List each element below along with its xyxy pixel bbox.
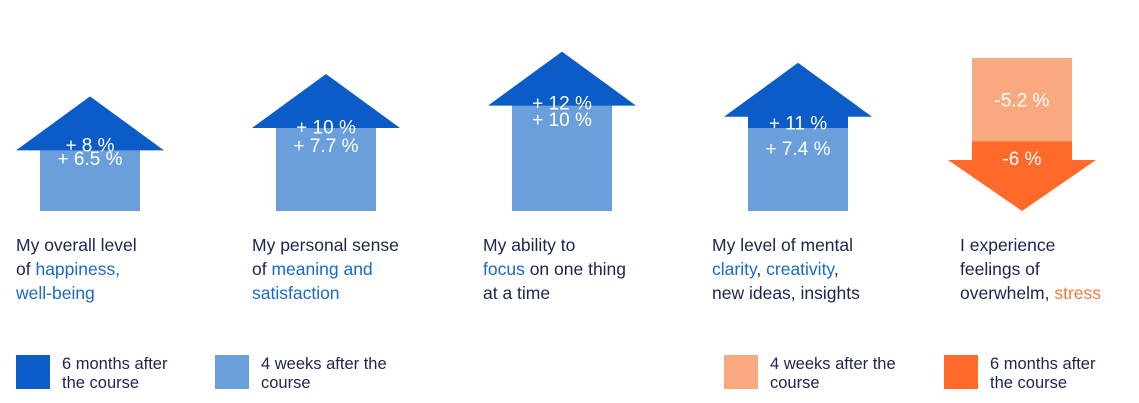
caption-highlight: satisfaction — [252, 283, 340, 303]
value-label-4-weeks: + 6.5 % — [58, 149, 123, 170]
arrow-head-down — [948, 160, 1096, 211]
caption-highlight: meaning and — [271, 259, 373, 279]
caption-line: My ability to — [483, 233, 626, 257]
legend-swatch — [944, 355, 978, 389]
caption-highlight: happiness, — [35, 259, 121, 279]
caption-line: at a time — [483, 281, 626, 305]
caption-highlight: creativity — [766, 259, 834, 279]
caption-line: of happiness, — [16, 257, 137, 281]
caption-line: new ideas, insights — [712, 281, 860, 305]
legend-label: 6 months after the course — [62, 355, 168, 392]
caption-line: of meaning and — [252, 257, 399, 281]
caption-highlight: focus — [483, 259, 525, 279]
legend-swatch — [215, 355, 249, 389]
caption-text: of — [16, 259, 36, 279]
category-caption: My personal sense of meaning and satisfact… — [252, 233, 399, 305]
arrow-head-up — [724, 62, 872, 117]
caption-text: feelings of — [960, 259, 1040, 279]
arrow-head-up — [488, 51, 636, 106]
legend-item-6-months-blue: 6 months after the course — [16, 355, 192, 393]
caption-line: I experience — [960, 233, 1101, 257]
caption-text: , — [756, 259, 767, 279]
bar-4-weeks — [972, 58, 1072, 142]
value-label-4-weeks: -5.2 % — [995, 91, 1050, 112]
bar-4-weeks — [748, 128, 848, 211]
caption-text: at a time — [483, 283, 551, 303]
legend-item-4-weeks-orange: 4 weeks after the course — [724, 355, 900, 393]
caption-text: I experience — [960, 235, 1056, 255]
caption-line: overwhelm, stress — [960, 281, 1101, 305]
legend-item-6-months-orange: 6 months after the course — [944, 355, 1120, 393]
caption-line: well-being — [16, 281, 137, 305]
caption-highlight: stress — [1054, 283, 1102, 303]
caption-line: feelings of — [960, 257, 1101, 281]
caption-text: My overall level — [16, 235, 137, 255]
value-label-4-weeks: + 7.7 % — [294, 136, 359, 157]
value-label-4-weeks: + 7.4 % — [766, 139, 831, 160]
value-label-6-months: + 12 % — [532, 93, 592, 114]
caption-text: My ability to — [483, 235, 576, 255]
legend-label: 6 months after the course — [990, 355, 1096, 392]
caption-text: , — [833, 259, 839, 279]
value-label-6-months: + 10 % — [296, 117, 356, 138]
bar-6-months — [972, 141, 1072, 161]
caption-text: of — [252, 259, 272, 279]
caption-highlight: clarity — [712, 259, 757, 279]
caption-line: focus on one thing — [483, 257, 626, 281]
value-label-4-weeks: + 10 % — [532, 110, 592, 131]
legend-label: 4 weeks after the course — [261, 355, 387, 392]
caption-text: new ideas, insights — [712, 283, 860, 303]
caption-line: My personal sense — [252, 233, 399, 257]
value-label-6-months: + 11 % — [769, 113, 827, 134]
category-caption: I experience feelings of overwhelm, stress — [960, 233, 1101, 305]
caption-text: overwhelm, — [960, 283, 1055, 303]
value-label-6-months: + 8 % — [65, 135, 114, 156]
arrow-head-up — [252, 74, 400, 128]
caption-line: My overall level — [16, 233, 137, 257]
legend-label: 4 weeks after the course — [770, 355, 896, 392]
caption-line: My level of mental — [712, 233, 860, 257]
legend-item-4-weeks-blue: 4 weeks after the course — [215, 355, 391, 393]
legend-swatch — [16, 355, 50, 389]
bar-6-months — [748, 115, 848, 129]
category-caption: My level of mental clarity, creativity, ne… — [712, 233, 860, 305]
value-label-6-months: -6 % — [1002, 149, 1041, 170]
bar-4-weeks — [512, 99, 612, 211]
legend-swatch — [724, 355, 758, 389]
caption-text: My level of mental — [712, 235, 854, 255]
bar-4-weeks — [276, 124, 376, 211]
arrow-head-up — [16, 96, 164, 151]
caption-highlight: well-being — [16, 283, 95, 303]
caption-line: clarity, creativity, — [712, 257, 860, 281]
category-caption: My overall level of happiness, well-being — [16, 233, 137, 305]
caption-text: My personal sense — [252, 235, 399, 255]
caption-text: on one thing — [524, 259, 627, 279]
caption-line: satisfaction — [252, 281, 399, 305]
category-caption: My ability to focus on one thing at a time — [483, 233, 626, 305]
